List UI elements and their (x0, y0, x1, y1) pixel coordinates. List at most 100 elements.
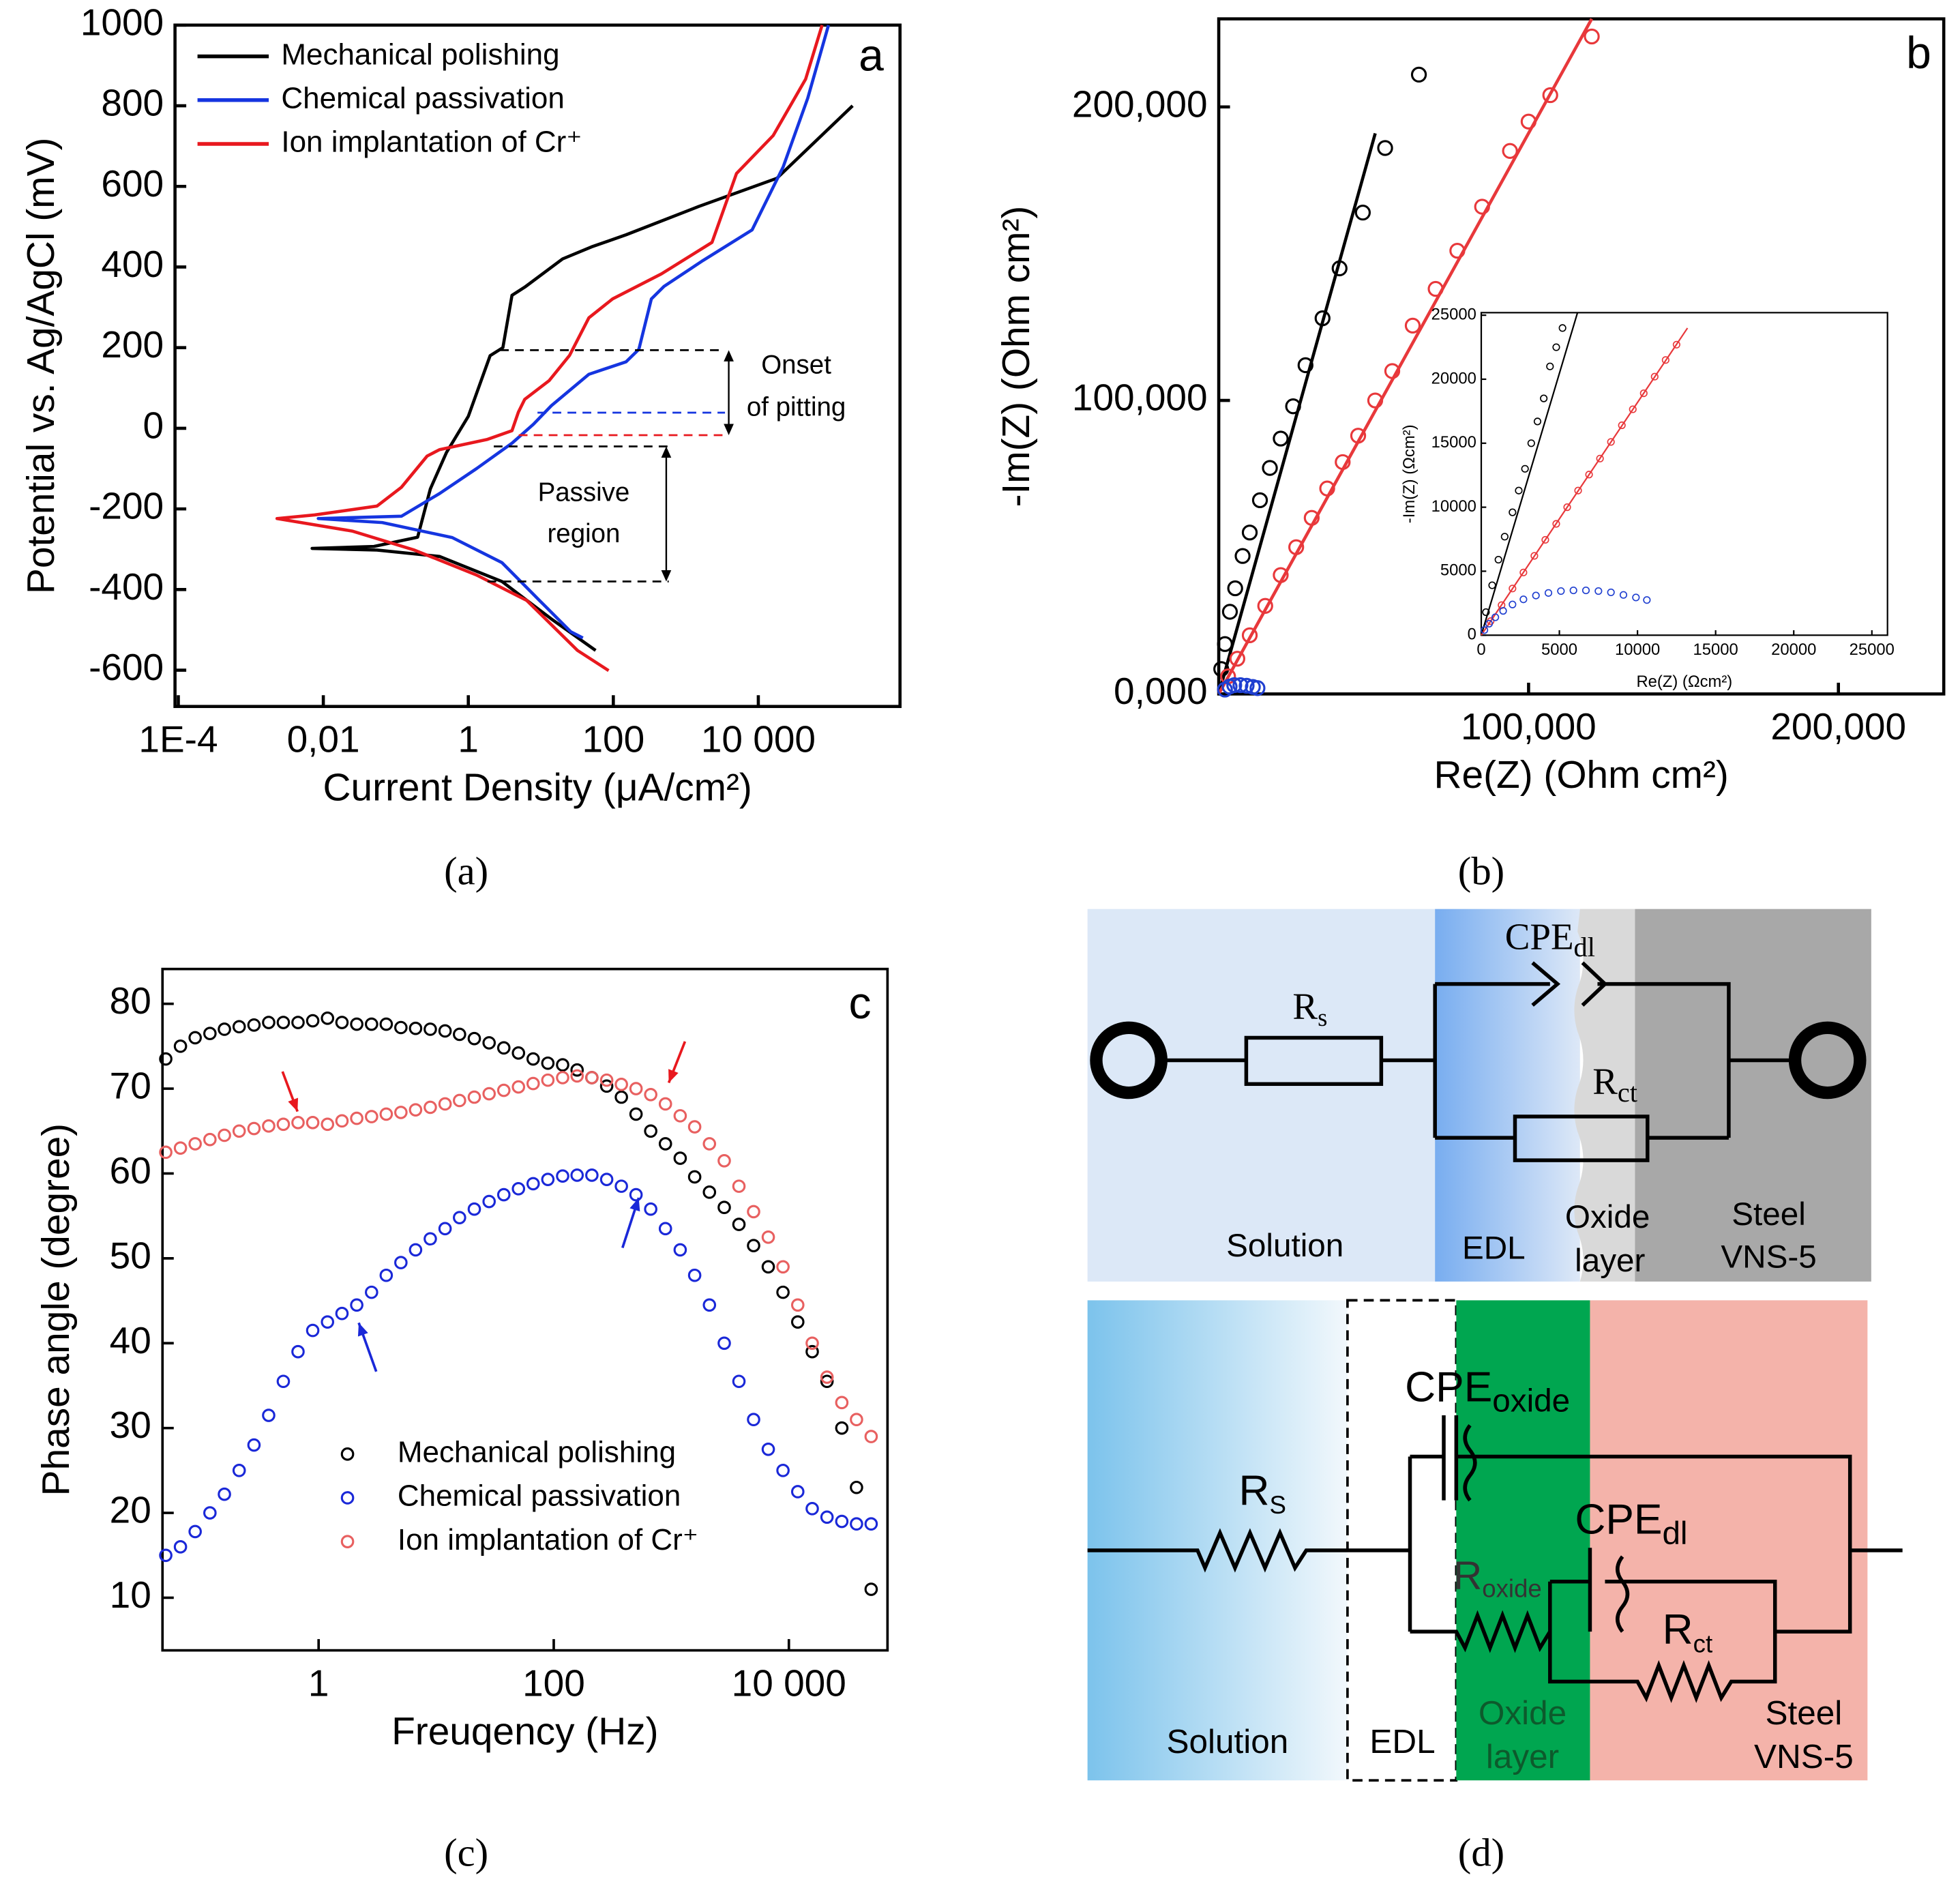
label: CPEdl (1505, 915, 1595, 962)
y-tick-label: 400 (101, 243, 164, 285)
diagram-top: Rs CPEdl Rct Solution EDL Oxide layer St… (1087, 909, 1871, 1282)
y-tick-label: 15000 (1431, 433, 1476, 452)
data-point (629, 1187, 643, 1202)
caption: (d) (1458, 1830, 1504, 1874)
legend-label: Chemical passivation (281, 81, 564, 115)
cpe-symbol (1531, 961, 1608, 1007)
data-point (350, 1017, 363, 1031)
plot-frame (161, 967, 889, 1652)
data-point (1331, 260, 1348, 277)
data-point (1533, 417, 1542, 426)
data-point (1384, 363, 1401, 379)
label-main: CPE (1505, 915, 1574, 957)
y-tick-label: 70 (110, 1065, 151, 1107)
label-main: R (1453, 1553, 1482, 1597)
data-point (173, 1141, 188, 1155)
data-point (496, 1187, 511, 1202)
cpe-symbol (1463, 1423, 1630, 1633)
data-point (173, 1039, 188, 1053)
region-label: Steel (1732, 1196, 1806, 1233)
data-point (365, 1110, 378, 1123)
data-point (835, 1396, 849, 1410)
data-point (394, 1106, 408, 1119)
data-point (1544, 589, 1553, 597)
label-main: R (1663, 1606, 1693, 1653)
data-point (805, 1502, 819, 1516)
x-tick-label: 15000 (1693, 640, 1738, 659)
data-point (1552, 343, 1560, 351)
data-point (850, 1480, 863, 1494)
data-point (644, 1087, 657, 1102)
data-point (1226, 677, 1243, 694)
data-point (1227, 580, 1243, 597)
data-point (570, 1069, 584, 1083)
data-point (1607, 588, 1615, 597)
data-point (835, 1421, 849, 1435)
y-tick-label: 30 (110, 1404, 151, 1446)
data-point (188, 1137, 202, 1151)
label: Rct (1663, 1606, 1713, 1657)
y-tick-label: 100,000 (1072, 377, 1208, 419)
data-point (1499, 607, 1507, 615)
region-label: layer (1486, 1738, 1559, 1775)
region-label: Steel (1766, 1694, 1843, 1732)
data-point (291, 1116, 305, 1130)
data-point (424, 1100, 437, 1115)
legend-label: Mechanical polishing (281, 38, 559, 71)
data-point (496, 1083, 511, 1097)
series-line (275, 25, 824, 673)
data-point (482, 1036, 496, 1050)
data-point (409, 1243, 423, 1257)
data-point (1285, 398, 1301, 415)
region-label: Solution (1226, 1228, 1343, 1264)
fit-line (1217, 132, 1377, 695)
data-point (687, 1268, 702, 1282)
data-point (614, 1090, 628, 1104)
data-point (820, 1510, 834, 1524)
data-point (1229, 651, 1245, 667)
data-point (1558, 324, 1566, 332)
data-point (335, 1306, 349, 1321)
data-point (511, 1046, 526, 1060)
data-point (1582, 587, 1590, 595)
data-point (644, 1202, 657, 1216)
wire (1161, 982, 1796, 1140)
pointer-arrow-head (668, 1069, 679, 1083)
data-point (159, 1145, 173, 1160)
x-tick-label: 25000 (1850, 640, 1895, 659)
annotation: Passive (538, 477, 630, 507)
data-point (188, 1524, 202, 1539)
data-point (747, 1205, 760, 1219)
data-point (599, 1079, 614, 1093)
data-point (424, 1232, 437, 1246)
y-tick-label: -200 (89, 485, 164, 527)
data-point (1249, 680, 1266, 696)
data-point (306, 1323, 320, 1338)
data-point (658, 1222, 672, 1236)
data-point (1509, 600, 1517, 608)
data-point (761, 1442, 775, 1456)
data-point (276, 1117, 291, 1132)
label-sub: dl (1574, 932, 1595, 962)
oxide-region (1456, 1300, 1590, 1781)
data-point (482, 1087, 496, 1101)
x-axis-label: Re(Z) (Ohm cm²) (1434, 754, 1728, 797)
data-point (321, 1315, 335, 1329)
wire (1087, 1415, 1903, 1703)
data-point (467, 1031, 481, 1046)
data-point (1540, 394, 1548, 402)
data-point (790, 1315, 805, 1329)
x-tick-label: 100,000 (1461, 705, 1597, 748)
data-point (805, 1336, 819, 1351)
series-line (310, 104, 854, 652)
annotation: region (547, 519, 620, 548)
data-point (687, 1170, 702, 1184)
data-point (1552, 520, 1560, 528)
data-point (379, 1268, 394, 1282)
data-point (218, 1487, 231, 1501)
data-point (188, 1031, 202, 1045)
data-point (1632, 593, 1640, 602)
data-point (232, 1124, 246, 1138)
data-point (526, 1052, 540, 1066)
data-point (1639, 389, 1648, 398)
